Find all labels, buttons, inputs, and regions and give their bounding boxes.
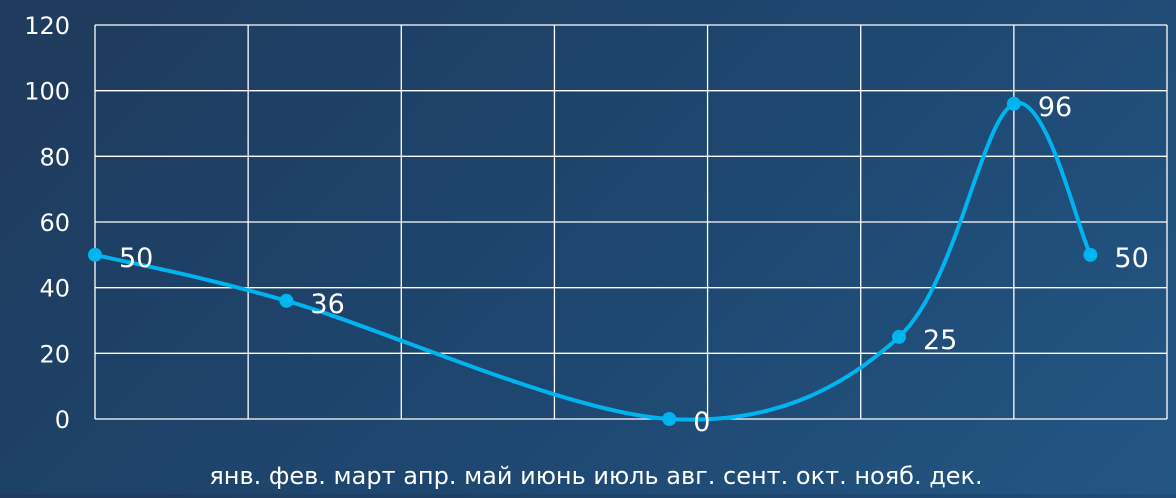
data-labels: 50 36 0 25 96 50 (119, 92, 1149, 438)
data-label: 36 (310, 289, 344, 320)
y-tick-label: 60 (39, 209, 70, 237)
y-tick-label: 120 (24, 12, 70, 40)
y-axis-tick-labels: 0 20 40 60 80 100 120 (24, 12, 70, 434)
data-point (279, 293, 294, 308)
y-tick-label: 0 (55, 406, 70, 434)
y-tick-label: 80 (39, 143, 70, 171)
data-point (88, 247, 102, 262)
data-point (1006, 96, 1021, 111)
data-point (1083, 247, 1098, 262)
data-label: 25 (923, 325, 957, 356)
y-tick-label: 100 (24, 78, 70, 106)
data-point (892, 329, 906, 344)
y-tick-label: 20 (39, 340, 70, 368)
data-label: 96 (1038, 92, 1072, 123)
data-label: 0 (693, 407, 710, 438)
grid (94, 24, 1168, 420)
series-layer (88, 96, 1098, 426)
y-tick-label: 40 (39, 275, 70, 303)
series-line (93, 101, 1093, 422)
x-axis-category-labels: янв. фев. март апр. май июнь июль авг. с… (209, 462, 982, 490)
data-label: 50 (119, 243, 153, 274)
data-label: 50 (1114, 243, 1148, 274)
data-point (662, 412, 677, 426)
